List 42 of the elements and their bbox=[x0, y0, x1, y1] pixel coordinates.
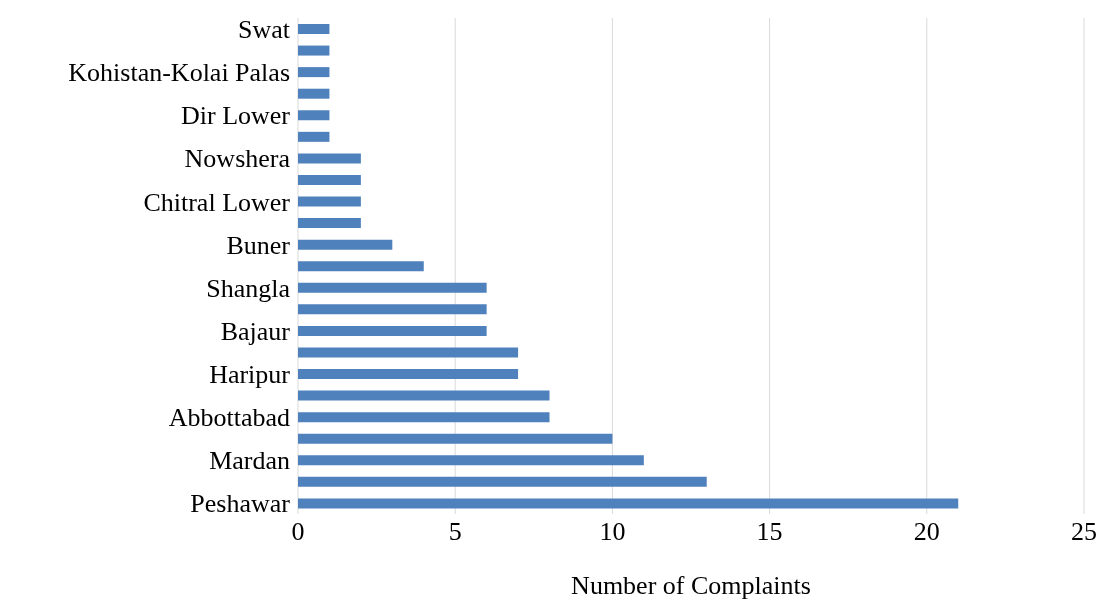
bar bbox=[298, 110, 330, 121]
x-tick-label: 15 bbox=[756, 517, 783, 547]
y-tick-label: Peshawar bbox=[190, 489, 291, 519]
y-tick-label: Swat bbox=[238, 15, 291, 45]
bar bbox=[298, 88, 330, 99]
y-tick-label: Dir Lower bbox=[180, 101, 291, 131]
bar bbox=[298, 433, 613, 444]
y-tick-label: Buner bbox=[226, 230, 291, 260]
bar bbox=[298, 498, 959, 509]
bar bbox=[298, 282, 487, 293]
bar bbox=[298, 174, 361, 185]
y-tick-label: Nowshera bbox=[184, 144, 291, 174]
y-tick-label: Haripur bbox=[209, 360, 291, 390]
x-tick-label: 0 bbox=[291, 517, 305, 547]
y-tick-label: Abbottabad bbox=[168, 403, 290, 433]
x-axis-title: Number of Complaints bbox=[571, 571, 811, 600]
bar bbox=[298, 67, 330, 78]
y-tick-label: Chitral Lower bbox=[143, 187, 291, 217]
bar bbox=[298, 45, 330, 56]
bar bbox=[298, 24, 330, 34]
bar bbox=[298, 347, 519, 358]
x-tick-label: 5 bbox=[448, 517, 462, 547]
bar bbox=[298, 369, 519, 380]
bar bbox=[298, 261, 424, 272]
x-tick-label: 20 bbox=[913, 517, 940, 547]
bar bbox=[298, 131, 330, 142]
bar bbox=[298, 304, 487, 315]
x-tick-label: 10 bbox=[599, 517, 626, 547]
y-tick-label: Bajaur bbox=[220, 316, 291, 346]
bar bbox=[298, 153, 361, 164]
bar bbox=[298, 196, 361, 207]
bar bbox=[298, 390, 550, 401]
y-tick-label: Kohistan-Kolai Palas bbox=[68, 58, 290, 88]
y-tick-label: Shangla bbox=[206, 273, 291, 303]
bar bbox=[298, 476, 707, 487]
y-tick-label: Mardan bbox=[209, 446, 290, 476]
bar bbox=[298, 239, 393, 250]
x-tick-label: 25 bbox=[1071, 517, 1097, 547]
bar bbox=[298, 412, 550, 423]
bar bbox=[298, 218, 361, 229]
bar bbox=[298, 455, 644, 466]
bar bbox=[298, 325, 487, 336]
